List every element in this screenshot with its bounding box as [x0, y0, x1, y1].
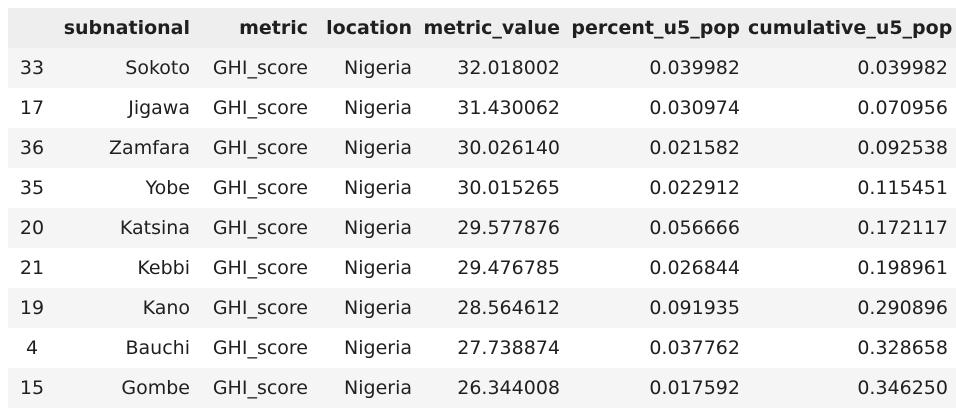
metric-cell: GHI_score — [212, 137, 308, 159]
cumulative-u5-pop-cell: 0.290896 — [857, 297, 948, 319]
location-cell: Nigeria — [344, 217, 412, 239]
location-cell: Nigeria — [344, 337, 412, 359]
metric-cell: GHI_score — [212, 337, 308, 359]
row-index-cell: 33 — [19, 57, 45, 79]
metric-cell: GHI_score — [212, 297, 308, 319]
percent-u5-pop-cell: 0.026844 — [649, 257, 740, 279]
metric-cell: GHI_score — [212, 257, 308, 279]
percent-u5-pop-cell: 0.091935 — [649, 297, 740, 319]
column-header-location: location — [326, 17, 412, 39]
metric-value-cell: 30.026140 — [457, 137, 560, 159]
subnational-cell: Bauchi — [125, 337, 191, 359]
table-row: 36 Zamfara GHI_score Nigeria 30.026140 0.0215… — [8, 128, 956, 168]
metric-value-cell: 30.015265 — [457, 177, 560, 199]
table-row: 33 Sokoto GHI_score Nigeria 32.018002 0.03998… — [8, 48, 956, 88]
percent-u5-pop-cell: 0.021582 — [649, 137, 740, 159]
cumulative-u5-pop-cell: 0.070956 — [857, 97, 948, 119]
subnational-cell: Sokoto — [125, 57, 190, 79]
location-cell: Nigeria — [344, 297, 412, 319]
metric-cell: GHI_score — [212, 177, 308, 199]
row-index-cell: 35 — [19, 177, 45, 199]
subnational-cell: Katsina — [119, 217, 190, 239]
location-cell: Nigeria — [344, 257, 412, 279]
cumulative-u5-pop-cell: 0.092538 — [857, 137, 948, 159]
percent-u5-pop-cell: 0.056666 — [649, 217, 740, 239]
table-row: 17 Jigawa GHI_score Nigeria 31.430062 0.03097… — [8, 88, 956, 128]
metric-value-cell: 31.430062 — [457, 97, 560, 119]
location-cell: Nigeria — [344, 57, 412, 79]
row-index-cell: 20 — [19, 217, 45, 239]
metric-value-cell: 29.476785 — [457, 257, 560, 279]
cumulative-u5-pop-cell: 0.115451 — [857, 177, 948, 199]
cumulative-u5-pop-cell: 0.198961 — [857, 257, 948, 279]
table-row: 35 Yobe GHI_score Nigeria 30.015265 0.022912 0… — [8, 168, 956, 208]
column-header-metric: metric — [239, 17, 308, 39]
subnational-cell: Kebbi — [137, 257, 190, 279]
row-index-cell: 36 — [19, 137, 45, 159]
subnational-cell: Gombe — [121, 377, 190, 399]
column-header-subnational: subnational — [63, 17, 190, 39]
table-row: 21 Kebbi GHI_score Nigeria 29.476785 0.026844… — [8, 248, 956, 288]
table-row: 20 Katsina GHI_score Nigeria 29.577876 0.0566… — [8, 208, 956, 248]
dataframe-table: subnational metric location metric_value… — [8, 8, 956, 408]
table-row: 15 Gombe GHI_score Nigeria 26.344008 0.017592… — [8, 368, 956, 408]
row-index-cell: 4 — [25, 337, 39, 359]
metric-value-cell: 29.577876 — [457, 217, 560, 239]
cumulative-u5-pop-cell: 0.346250 — [857, 377, 948, 399]
subnational-cell: Kano — [142, 297, 190, 319]
percent-u5-pop-cell: 0.022912 — [649, 177, 740, 199]
location-cell: Nigeria — [344, 177, 412, 199]
percent-u5-pop-cell: 0.017592 — [649, 377, 740, 399]
percent-u5-pop-cell: 0.037762 — [649, 337, 740, 359]
metric-cell: GHI_score — [212, 377, 308, 399]
percent-u5-pop-cell: 0.039982 — [649, 57, 740, 79]
metric-cell: GHI_score — [212, 57, 308, 79]
column-header-percent-u5-pop: percent_u5_pop — [571, 17, 740, 39]
table-row: 4 Bauchi GHI_score Nigeria 27.738874 0.037762… — [8, 328, 956, 368]
row-index-cell: 19 — [19, 297, 45, 319]
column-header-metric-value: metric_value — [423, 17, 560, 39]
metric-cell: GHI_score — [212, 97, 308, 119]
location-cell: Nigeria — [344, 97, 412, 119]
metric-value-cell: 28.564612 — [457, 297, 560, 319]
row-index-cell: 17 — [19, 97, 45, 119]
cumulative-u5-pop-cell: 0.039982 — [857, 57, 948, 79]
subnational-cell: Yobe — [145, 177, 190, 199]
table-row: 19 Kano GHI_score Nigeria 28.564612 0.091935 0… — [8, 288, 956, 328]
header-row: subnational metric location metric_value… — [8, 8, 956, 48]
metric-value-cell: 32.018002 — [457, 57, 560, 79]
subnational-cell: Jigawa — [128, 97, 190, 119]
percent-u5-pop-cell: 0.030974 — [649, 97, 740, 119]
cumulative-u5-pop-cell: 0.328658 — [857, 337, 948, 359]
row-index-cell: 21 — [19, 257, 45, 279]
index-header — [8, 8, 56, 48]
metric-cell: GHI_score — [212, 217, 308, 239]
cumulative-u5-pop-cell: 0.172117 — [857, 217, 948, 239]
subnational-cell: Zamfara — [109, 137, 190, 159]
column-header-cumulative-u5-pop: cumulative_u5_pop — [748, 17, 953, 39]
metric-value-cell: 27.738874 — [457, 337, 560, 359]
location-cell: Nigeria — [344, 137, 412, 159]
metric-value-cell: 26.344008 — [457, 377, 560, 399]
row-index-cell: 15 — [19, 377, 45, 399]
location-cell: Nigeria — [344, 377, 412, 399]
